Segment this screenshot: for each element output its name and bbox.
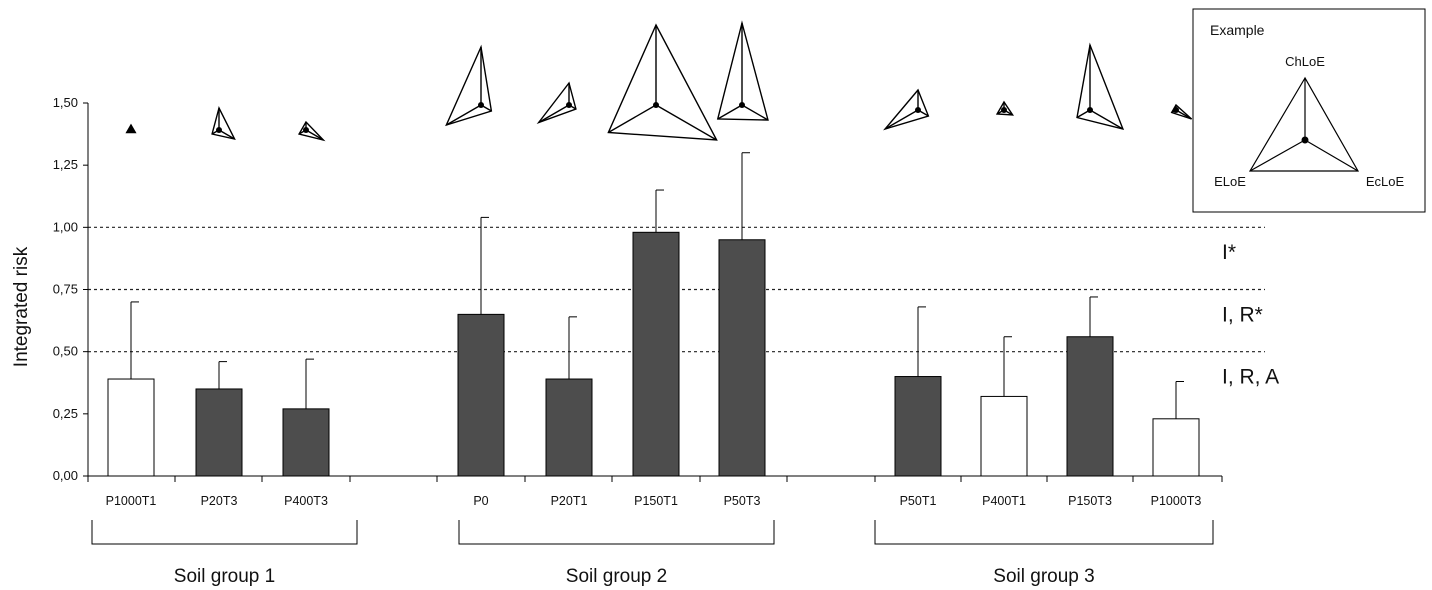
example-label-ELoE: ELoE [1214, 174, 1246, 189]
bracket-group-1 [91, 520, 358, 545]
triangle-P0 [445, 44, 493, 127]
example-title: Example [1210, 22, 1265, 38]
bar-P150T3 [1066, 336, 1114, 477]
group-label-1: Soil group 1 [174, 566, 275, 587]
triangle-P400T3-outline [298, 120, 326, 142]
triangle-P400T1-outline [995, 100, 1015, 116]
zone-label-2: I, R, A [1222, 366, 1279, 389]
triangle-P50T1-center [915, 107, 921, 113]
y-axis-label: Integrated risk [11, 246, 32, 367]
triangle-P20T1-center [566, 102, 572, 108]
category-label-P20T1: P20T1 [551, 494, 588, 508]
category-label-P150T3: P150T3 [1068, 494, 1112, 508]
category-label-P50T1: P50T1 [900, 494, 937, 508]
triangle-P20T1-outline [536, 81, 577, 124]
triangle-P0-spoke-1 [446, 104, 482, 126]
triangle-P50T1-spoke-1 [884, 109, 919, 130]
triangle-P50T3 [716, 20, 769, 121]
triangle-P400T3-spoke-2 [305, 129, 324, 141]
category-labels: P1000T1 P20T3 P400T3 P0 P20T1 P150T1 P50T3 P50T… [106, 494, 1202, 508]
bar-P400T1 [980, 395, 1028, 477]
y-tick-label-3: 0,75 [53, 282, 78, 297]
triangle-P50T3-spoke-1 [717, 104, 743, 120]
y-tick-label-6: 1,50 [53, 95, 78, 110]
zone-label-0: I* [1222, 241, 1236, 264]
triangle-P150T1-outline [607, 23, 718, 141]
triangle-P1000T3-center [1173, 107, 1179, 113]
triangle-P0-outline [445, 44, 493, 127]
example-legend: Example ChLoE ELoE EcLoE [1192, 8, 1426, 213]
triangle-P150T1-center [653, 102, 659, 108]
example-center [1301, 136, 1309, 144]
category-label-P150T1: P150T1 [634, 494, 678, 508]
triangle-P20T3-center [216, 127, 222, 133]
group-brackets: Soil group 1 Soil group 2 Soil group 3 [91, 520, 1214, 587]
bar-P0 [457, 313, 505, 477]
triangle-P400T3-center [303, 127, 309, 133]
triangle-P1000T1 [125, 123, 137, 134]
bars [107, 231, 1200, 477]
axes: 0,00 0,25 0,50 0,75 1,00 1,25 1,50 [53, 95, 1223, 483]
triangle-P50T3-center [739, 102, 745, 108]
triangle-P1000T3 [1170, 103, 1193, 120]
category-label-P400T3: P400T3 [284, 494, 328, 508]
triangle-P20T1-spoke-1 [538, 104, 570, 124]
triangle-P400T1-center [1001, 107, 1007, 113]
triangle-P150T3 [1076, 42, 1125, 131]
zone-labels: I* I, R* I, R, A [1222, 241, 1279, 388]
y-tick-label-5: 1,25 [53, 157, 78, 172]
bar-P150T1 [632, 231, 680, 477]
triangle-P150T3-spoke-2 [1089, 109, 1124, 130]
example-box [1192, 8, 1426, 213]
triangle-P50T1-outline [883, 88, 930, 131]
y-tick-label-0: 0,00 [53, 468, 78, 483]
triangle-P150T1 [607, 23, 718, 141]
triangle-P150T1-spoke-1 [608, 104, 657, 134]
triangle-P50T3-spoke-2 [741, 104, 769, 121]
risk-triangles [125, 20, 1193, 142]
category-label-P50T3: P50T3 [724, 494, 761, 508]
bar-P400T3 [282, 408, 330, 477]
example-spoke-2 [1304, 139, 1359, 172]
y-tick-label-2: 0,50 [53, 344, 78, 359]
bar-P50T1 [894, 376, 942, 477]
triangle-P50T1 [883, 88, 930, 131]
example-triangle [1248, 76, 1360, 172]
triangle-P20T3-outline [211, 106, 236, 141]
category-label-P1000T3: P1000T3 [1151, 494, 1202, 508]
triangle-P150T3-center [1087, 107, 1093, 113]
example-spoke-1 [1249, 139, 1306, 172]
bar-P20T1 [545, 378, 593, 477]
y-tick-label-4: 1,00 [53, 219, 78, 234]
y-tick-label-1: 0,25 [53, 406, 78, 421]
bar-P1000T1 [107, 378, 155, 477]
triangle-P150T1-spoke-2 [655, 104, 717, 141]
error-bars [130, 152, 1184, 419]
category-label-P400T1: P400T1 [982, 494, 1026, 508]
example-label-EcLoE: EcLoE [1366, 174, 1405, 189]
bracket-group-2 [458, 520, 775, 545]
bar-P20T3 [195, 388, 243, 477]
triangle-P1000T1-center [128, 127, 134, 133]
example-label-ChLoE: ChLoE [1285, 54, 1325, 69]
bar-P50T3 [718, 239, 766, 477]
triangle-P0-center [478, 102, 484, 108]
triangle-P50T3-outline [716, 20, 769, 121]
triangle-P400T3 [298, 120, 326, 142]
category-label-P1000T1: P1000T1 [106, 494, 157, 508]
triangle-P150T3-outline [1076, 42, 1125, 131]
category-label-P20T3: P20T3 [201, 494, 238, 508]
category-label-P0: P0 [473, 494, 488, 508]
zone-label-1: I, R* [1222, 303, 1263, 326]
triangle-P20T3 [211, 106, 236, 141]
triangle-P400T1 [995, 100, 1015, 116]
group-label-3: Soil group 3 [993, 566, 1094, 587]
group-label-2: Soil group 2 [566, 566, 667, 587]
bar-P1000T3 [1152, 418, 1200, 477]
triangle-P20T1 [536, 81, 577, 124]
bracket-group-3 [874, 520, 1214, 545]
